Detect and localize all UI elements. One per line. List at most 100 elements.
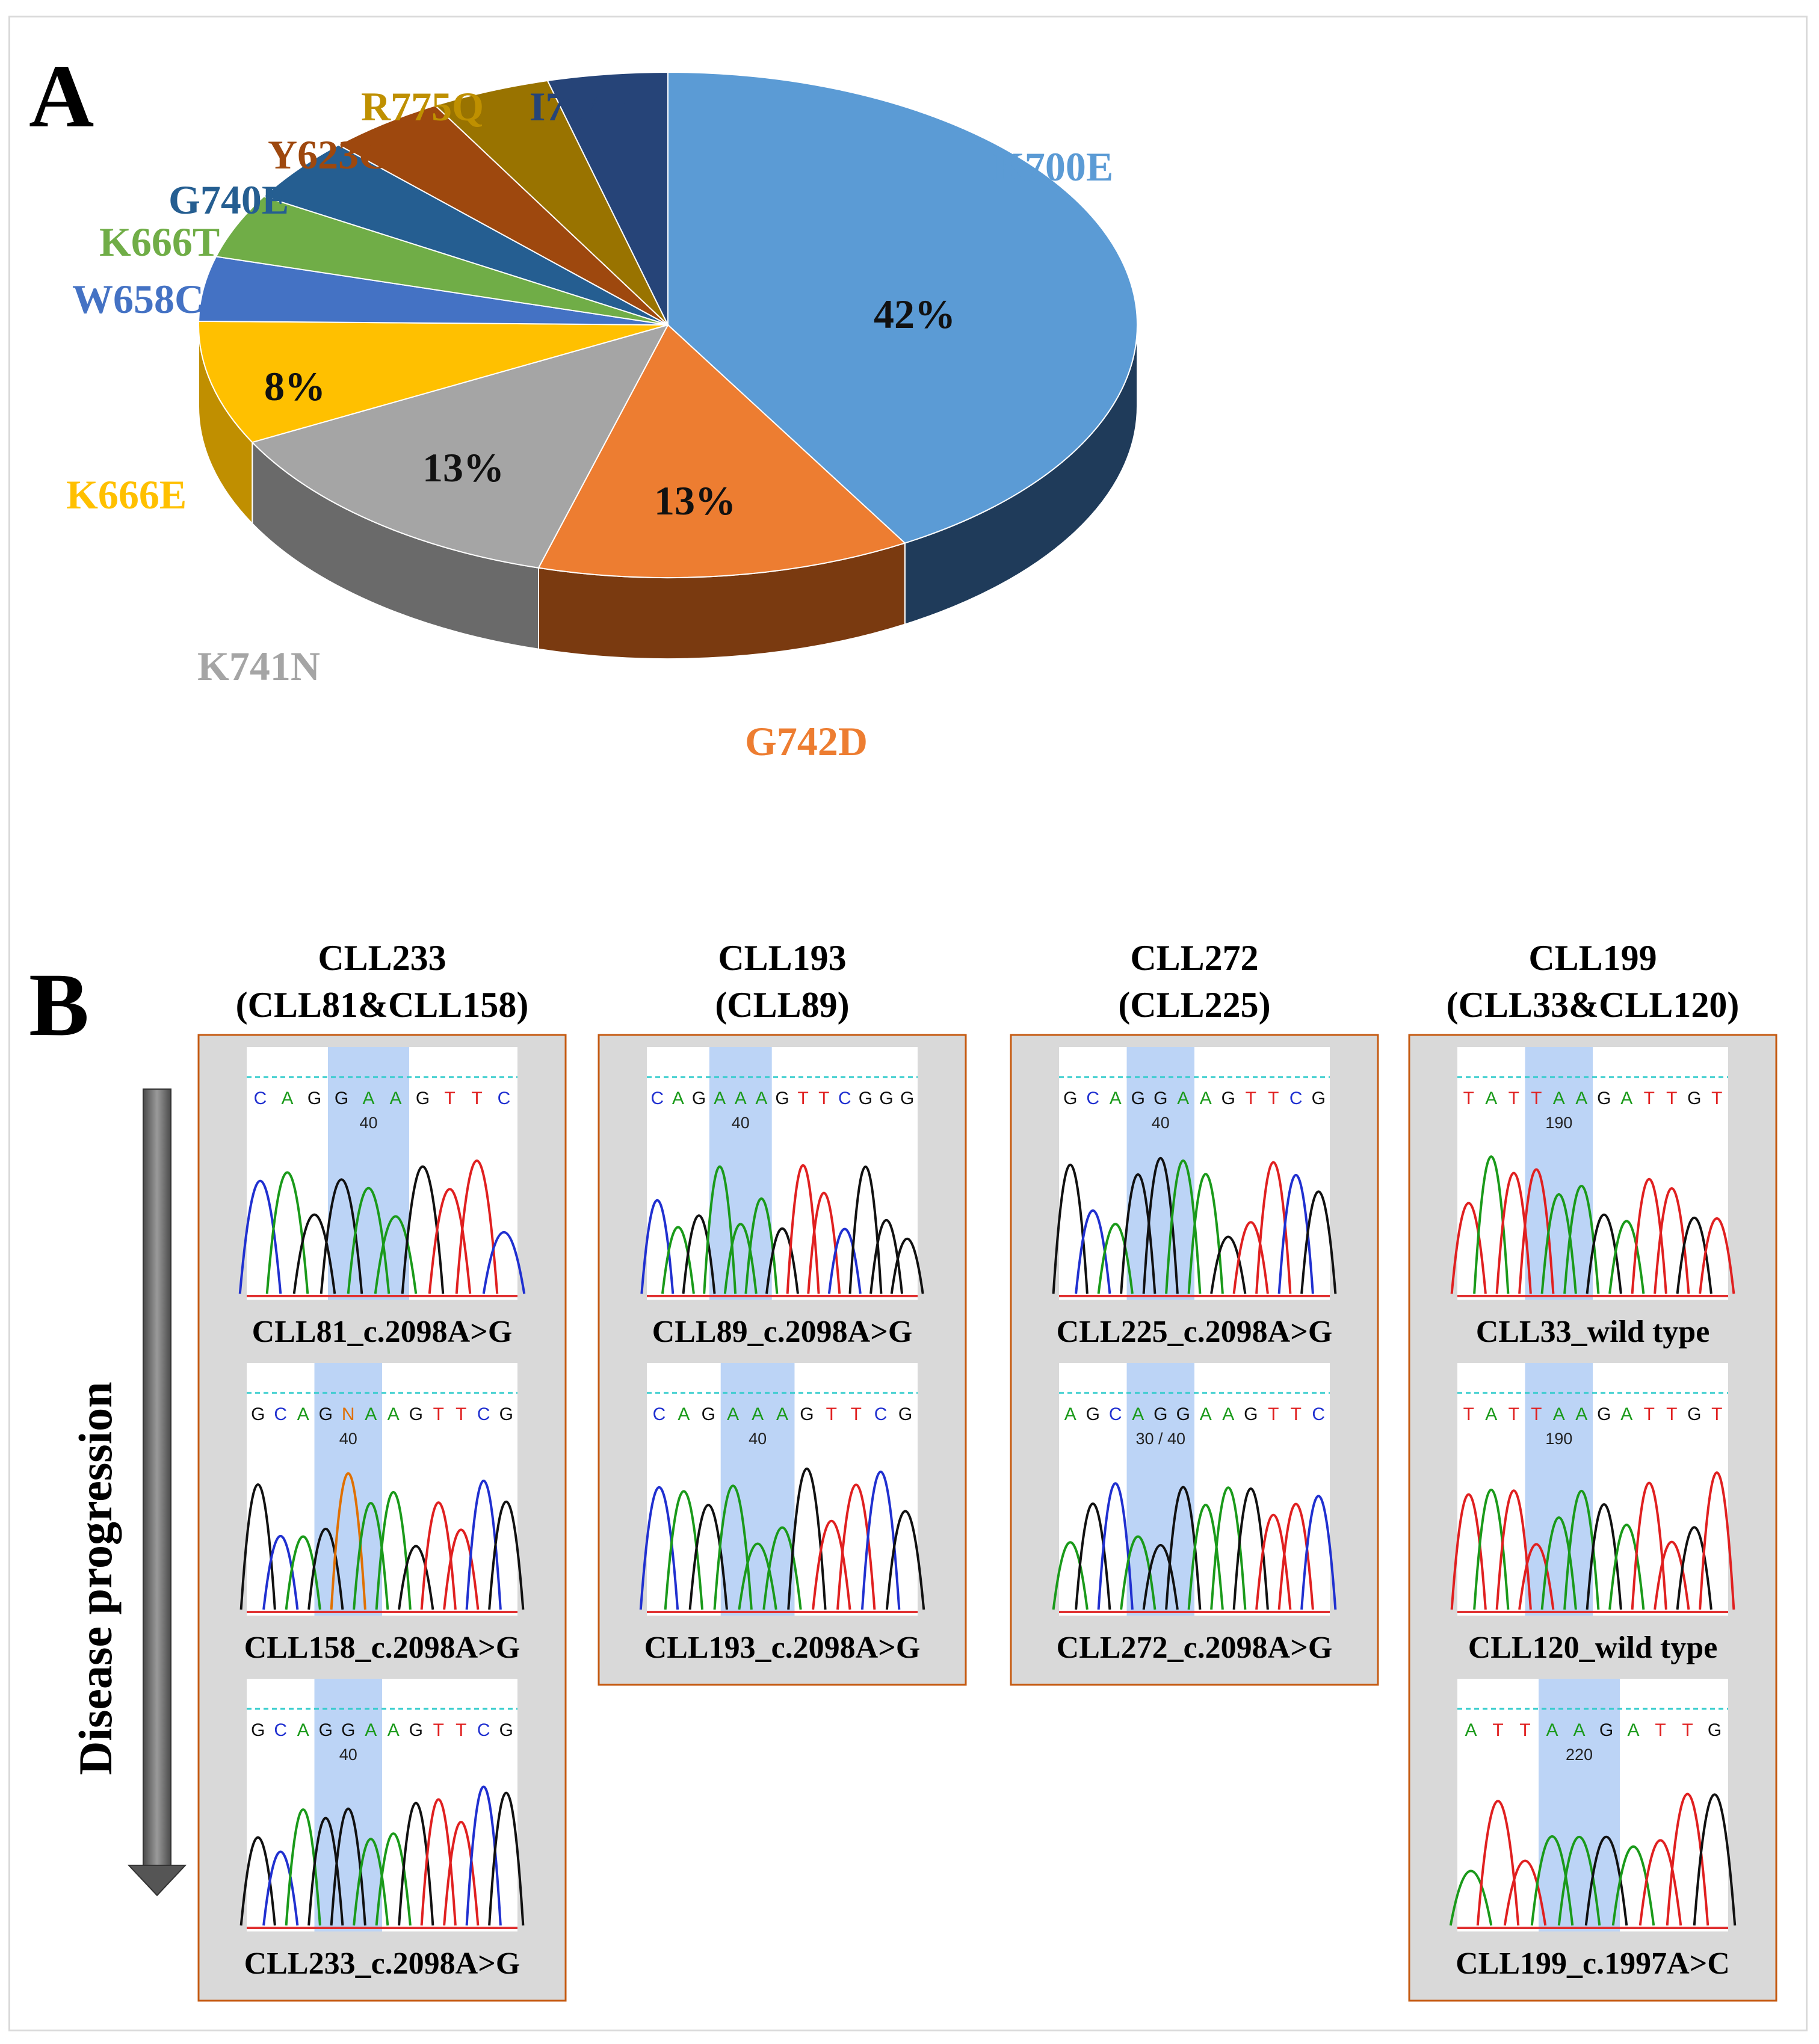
base-call: G bbox=[1599, 1720, 1613, 1740]
trace-peak bbox=[765, 1227, 799, 1294]
sequence-position: 220 bbox=[1566, 1746, 1593, 1764]
trace-peak bbox=[292, 1213, 336, 1294]
chromatogram-caption: CLL81_c.2098A>G bbox=[252, 1315, 513, 1349]
trace-peak bbox=[1120, 1173, 1157, 1294]
base-call: T bbox=[1463, 1404, 1474, 1424]
trace-peak bbox=[1530, 1835, 1574, 1926]
pie-category-label-k666t: K666T bbox=[99, 219, 220, 265]
sequence-position: 40 bbox=[339, 1430, 357, 1448]
base-call: T bbox=[1666, 1088, 1677, 1108]
case-title: CLL193 bbox=[718, 938, 846, 978]
base-call: A bbox=[388, 1404, 400, 1424]
base-call: T bbox=[1268, 1404, 1279, 1424]
trace-peak bbox=[375, 1832, 412, 1926]
trace-peak bbox=[307, 1527, 344, 1610]
pie-category-label-i704f: I704F bbox=[530, 84, 632, 129]
trace-peak bbox=[1518, 1543, 1555, 1610]
pie-slice-k741n bbox=[251, 324, 669, 569]
trace-peak bbox=[762, 1526, 802, 1610]
trace-peak bbox=[1495, 1172, 1532, 1294]
case-panel-cll199: CLL199(CLL33&CLL120)T A T T A A G A T T G T190CLL33… bbox=[1408, 938, 1777, 2002]
base-call: T bbox=[1492, 1720, 1503, 1740]
trace-peak bbox=[1187, 1504, 1224, 1610]
chromatogram-caption: CLL120_wild type bbox=[1468, 1631, 1718, 1665]
base-call: A bbox=[297, 1404, 309, 1424]
trace-peak bbox=[1473, 1488, 1510, 1610]
pie-slice-i704f bbox=[546, 71, 669, 326]
case-title: CLL233 bbox=[318, 938, 446, 978]
base-call: A bbox=[1553, 1404, 1565, 1424]
trace-peak bbox=[1232, 1221, 1269, 1294]
trace-peak bbox=[807, 1191, 841, 1294]
base-call: A bbox=[776, 1404, 788, 1424]
chromatogram-caption: CLL233_c.2098A>G bbox=[244, 1947, 520, 1981]
base-call: A bbox=[735, 1088, 747, 1108]
base-call: C bbox=[498, 1088, 511, 1108]
variant-highlight bbox=[1539, 1679, 1620, 1931]
trace-peak bbox=[1052, 1541, 1089, 1610]
base-call: T bbox=[1644, 1088, 1655, 1108]
trace-peak bbox=[1699, 1217, 1735, 1294]
trace-peak bbox=[1503, 1859, 1547, 1926]
trace-peak bbox=[890, 1238, 924, 1294]
variant-highlight bbox=[1525, 1363, 1593, 1616]
base-call: C bbox=[1289, 1088, 1303, 1108]
base-call: T bbox=[1682, 1720, 1693, 1740]
base-call: G bbox=[409, 1404, 423, 1424]
trace-peak bbox=[1540, 1193, 1577, 1294]
base-call: N bbox=[342, 1404, 355, 1424]
base-call: C bbox=[1109, 1404, 1122, 1424]
pie-category-label-g740e: G740E bbox=[168, 177, 289, 223]
base-call: G bbox=[251, 1720, 265, 1740]
base-call: G bbox=[1687, 1088, 1701, 1108]
base-call: A bbox=[1575, 1404, 1587, 1424]
trace-peak bbox=[1300, 1495, 1337, 1610]
base-call: T bbox=[818, 1088, 829, 1108]
base-call: G bbox=[1153, 1404, 1167, 1424]
trace-peak bbox=[1608, 1220, 1645, 1294]
base-call: G bbox=[1708, 1720, 1722, 1740]
base-call: G bbox=[1153, 1088, 1167, 1108]
base-call: T bbox=[456, 1720, 466, 1740]
pie-category-label-y623c: Y623C bbox=[268, 132, 388, 178]
disease-progression-label: Disease progression bbox=[69, 1382, 122, 1775]
base-call: C bbox=[1086, 1088, 1099, 1108]
base-call: C bbox=[274, 1720, 287, 1740]
pie-slice-g742d bbox=[537, 324, 906, 578]
chromatogram-caption: CLL89_c.2098A>G bbox=[652, 1315, 913, 1349]
base-call: G bbox=[1597, 1404, 1611, 1424]
base-call: A bbox=[297, 1720, 309, 1740]
variant-highlight bbox=[314, 1679, 382, 1931]
pie-value-label-k700e: 42% bbox=[874, 291, 956, 337]
trace-peak bbox=[639, 1486, 679, 1610]
base-call: A bbox=[672, 1088, 684, 1108]
trace-peak bbox=[1210, 1235, 1247, 1294]
base-call: T bbox=[1463, 1088, 1474, 1108]
pie-slice-y623c bbox=[337, 105, 669, 326]
pie-category-label-k666e: K666E bbox=[66, 472, 187, 517]
trace-peak bbox=[827, 1227, 862, 1294]
trace-peak bbox=[1210, 1486, 1247, 1610]
base-call: C bbox=[254, 1088, 267, 1108]
trace-peak bbox=[482, 1230, 526, 1294]
base-call: G bbox=[898, 1404, 912, 1424]
pie-value-label-g742d: 13% bbox=[654, 478, 736, 523]
base-call: G bbox=[319, 1404, 333, 1424]
base-call: T bbox=[1291, 1404, 1302, 1424]
base-call: G bbox=[319, 1720, 333, 1740]
base-call: G bbox=[1176, 1404, 1190, 1424]
trace-peak bbox=[465, 1785, 502, 1926]
base-call: A bbox=[281, 1088, 293, 1108]
base-call: T bbox=[1268, 1088, 1279, 1108]
trace-peak bbox=[488, 1792, 525, 1926]
base-call: G bbox=[1687, 1404, 1701, 1424]
trace-peak bbox=[1449, 1870, 1493, 1926]
arrow-shaft bbox=[143, 1088, 171, 1866]
pie-slice-g740e bbox=[262, 144, 669, 326]
base-call: G bbox=[900, 1088, 914, 1108]
base-call: G bbox=[409, 1720, 423, 1740]
disease-progression-arrow: Disease progression bbox=[69, 1088, 187, 1897]
trace-peak bbox=[320, 1178, 363, 1294]
